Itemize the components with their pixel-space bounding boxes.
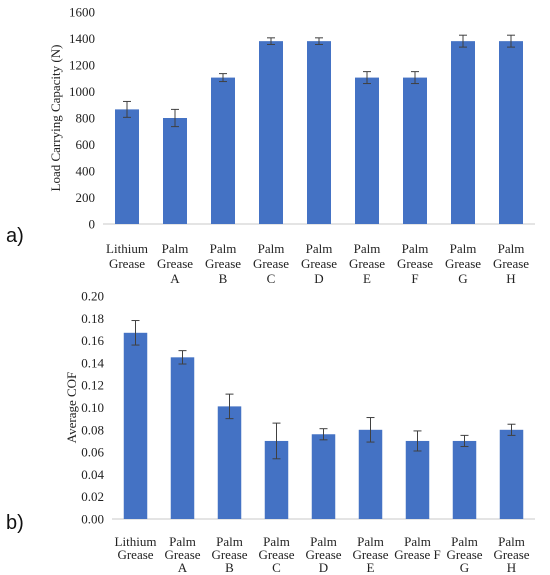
panel-0-y-tick-label: 1200 — [69, 58, 95, 73]
panel-0-y-tick-label: 1600 — [69, 5, 95, 20]
panel-1-category-label: Lithium — [115, 534, 157, 549]
panel-0-y-tick-label: 1400 — [69, 31, 95, 46]
panel-0-bar — [355, 77, 379, 225]
panel-1-category-label: Palm — [169, 534, 196, 549]
panel-1-y-axis-title: Average COF — [64, 372, 79, 444]
panel-1-category-label: Grease — [446, 547, 482, 562]
panel-1-bar — [217, 406, 242, 519]
panel-1-bar — [405, 440, 430, 519]
panel-1-category-label: G — [460, 560, 469, 575]
panel-0-category-label: H — [506, 271, 515, 286]
panel-0-category-label: B — [219, 271, 228, 286]
panel-0-category-label: Lithium — [106, 241, 148, 256]
panel-1-label: b) — [6, 512, 24, 534]
panel-1-bar — [170, 357, 195, 519]
panel-0-bar — [211, 77, 235, 225]
panel-0-category-label: Grease — [397, 256, 433, 271]
panel-0-category-label: F — [411, 271, 418, 286]
panel-0-y-axis-title: Load Carrying Capacity (N) — [48, 45, 63, 192]
panel-0-bar — [403, 77, 427, 225]
panel-1-category-label: Palm — [310, 534, 337, 549]
panel-1-category-label: E — [367, 560, 375, 575]
panel-1-category-label: Palm — [357, 534, 384, 549]
panel-1-y-tick-label: 0.06 — [81, 445, 104, 460]
panel-1-category-label: Grease — [258, 547, 294, 562]
panel-0-category-label: A — [170, 271, 180, 286]
panel-1-category-label: Grease — [493, 547, 529, 562]
panel-1-y-tick-label: 0.02 — [81, 489, 104, 504]
panel-1-category-label: A — [178, 560, 188, 575]
panel-1-category-label: Palm — [216, 534, 243, 549]
panel-0-category-label: Palm — [450, 241, 477, 256]
panel-0-category-label: Grease — [301, 256, 337, 271]
panel-1-category-label: Grease — [305, 547, 341, 562]
panel-0-y-tick-label: 200 — [76, 190, 96, 205]
panel-0-category-label: Grease — [493, 256, 529, 271]
panel-0-category-label: C — [267, 271, 276, 286]
panel-0-bar — [307, 41, 331, 225]
panel-1-bar — [264, 440, 289, 519]
panel-1-y-tick-label: 0.10 — [81, 400, 104, 415]
panel-1-y-tick-label: 0.04 — [81, 467, 104, 482]
panel-0-category-label: Grease — [205, 256, 241, 271]
panel-0-category-label: Grease — [349, 256, 385, 271]
panel-0-y-tick-label: 1000 — [69, 84, 95, 99]
panel-0-category-label: Grease — [157, 256, 193, 271]
panel-1-y-tick-label: 0.12 — [81, 378, 104, 393]
panel-1-bar — [358, 429, 383, 519]
panel-0-bar — [115, 109, 139, 224]
panel-1-category-label: Grease — [352, 547, 388, 562]
panel-0-category-label: G — [458, 271, 467, 286]
panel-1-category-label: B — [225, 560, 234, 575]
panel-0-y-tick-label: 400 — [76, 164, 96, 179]
panel-0-bar — [163, 118, 187, 224]
panel-0-category-label: Palm — [162, 241, 189, 256]
panel-0-label: a) — [6, 225, 24, 247]
panel-1-bar — [123, 332, 148, 519]
panel-1-category-label: Grease — [164, 547, 200, 562]
panel-1-bar — [499, 429, 524, 519]
panel-0-category-label: Palm — [402, 241, 429, 256]
panel-0-category-label: Grease — [445, 256, 481, 271]
panel-0-bar — [259, 41, 283, 225]
panel-1-category-label: Palm — [263, 534, 290, 549]
panel-1-category-label: Palm — [498, 534, 525, 549]
panel-0-y-tick-label: 0 — [89, 217, 96, 232]
panel-1-y-tick-label: 0.18 — [81, 311, 104, 326]
panel-1-category-label: Palm — [451, 534, 478, 549]
panel-1-category-label: C — [272, 560, 281, 575]
panel-1-category-label: Palm — [404, 534, 431, 549]
panel-1-category-label: D — [319, 560, 328, 575]
panel-0-category-label: Palm — [258, 241, 285, 256]
panel-0-category-label: Palm — [498, 241, 525, 256]
panel-0-category-label: E — [363, 271, 371, 286]
panel-1-category-label: Grease — [211, 547, 247, 562]
panel-0-category-label: Grease — [109, 256, 145, 271]
panel-0-category-label: Palm — [210, 241, 237, 256]
panel-0-y-tick-label: 800 — [76, 111, 96, 126]
panel-0-bar — [499, 41, 523, 225]
panel-1-y-tick-label: 0.14 — [81, 355, 104, 370]
panel-1-bar — [311, 434, 336, 519]
panel-1-bar — [452, 440, 477, 519]
panel-1-y-tick-label: 0.16 — [81, 333, 104, 348]
panel-0-category-label: D — [314, 271, 323, 286]
panel-1-y-tick-label: 0.00 — [81, 512, 104, 527]
panel-0-bar — [451, 41, 475, 225]
panel-1-y-tick-label: 0.20 — [81, 289, 104, 304]
panel-1-category-label: Grease F — [394, 547, 441, 562]
panel-1-category-label: H — [507, 560, 516, 575]
panel-1-y-tick-label: 0.08 — [81, 422, 104, 437]
panel-1-category-label: Grease — [117, 547, 153, 562]
panel-0-y-tick-label: 600 — [76, 137, 96, 152]
panel-0-category-label: Palm — [354, 241, 381, 256]
panel-0-category-label: Grease — [253, 256, 289, 271]
panel-0-category-label: Palm — [306, 241, 333, 256]
